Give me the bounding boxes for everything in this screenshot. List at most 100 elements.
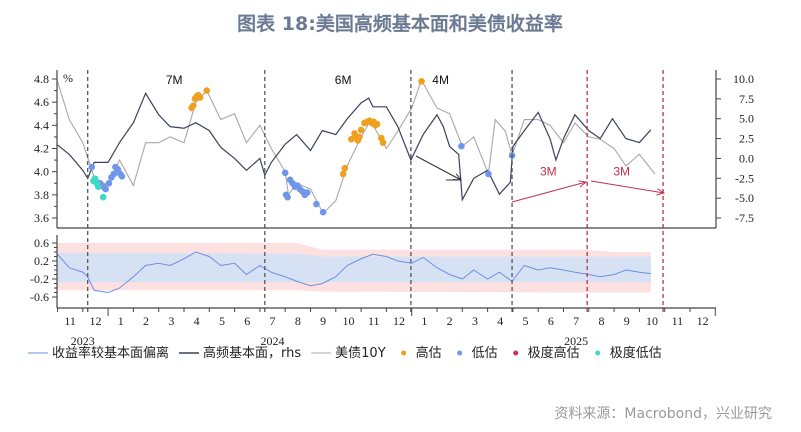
month-label: 4 [194, 314, 200, 328]
low-point [102, 185, 109, 193]
month-label: 9 [624, 314, 630, 328]
source-note: 资料来源：Macrobond，兴业研究 [554, 406, 772, 422]
deviation-line [57, 251, 651, 294]
period-label: 3M [613, 165, 630, 179]
right-tick-label: 0.0 [739, 151, 754, 165]
left-tick-label: 3.8 [34, 188, 49, 202]
legend-item: 高估 [401, 345, 442, 361]
high-point [356, 133, 363, 141]
forecast-arrow-down [590, 180, 664, 193]
low-point [281, 169, 289, 177]
legend-item: 极度高估 [513, 345, 580, 361]
legend-label: 低估 [472, 346, 498, 361]
month-label: 7 [573, 314, 579, 328]
legend-dot-swatch [513, 350, 519, 356]
year-label: 2023 [71, 334, 95, 348]
right-tick-label: -5.0 [735, 191, 754, 205]
low-point [485, 170, 492, 178]
bottom-tick-label: 0.6 [34, 236, 49, 250]
low-point [118, 173, 126, 180]
low-point [303, 189, 311, 196]
left-tick-label: 4.0 [34, 165, 49, 179]
high-point [339, 170, 347, 178]
month-label: 3 [472, 314, 478, 328]
low-point [284, 193, 291, 201]
month-label: 11 [64, 314, 76, 328]
month-label: 2 [447, 314, 453, 328]
month-label: 12 [393, 314, 405, 328]
axes: 3.6 3.8 4.0 4.2 4.4 4.6 4.8 % -7.5 -5.0 -2.5 0.0 2.5… [30, 70, 754, 348]
period-label: 7M [166, 73, 183, 87]
year-label: 2025 [564, 334, 588, 348]
yield-10y-line [56, 78, 656, 215]
low-point [88, 163, 96, 171]
high-point [373, 120, 381, 128]
left-tick-label: 4.8 [34, 72, 49, 86]
month-label: 11 [672, 314, 684, 328]
month-label: 3 [168, 314, 174, 328]
low-point [110, 170, 118, 178]
month-label: 6 [548, 314, 554, 328]
legend-item: 高频基本面，rhs [179, 345, 301, 361]
month-label: 10 [646, 314, 658, 328]
month-label: 9 [320, 314, 326, 328]
month-label: 8 [598, 314, 604, 328]
legend: 收益率较基本面偏离 高频基本面，rhs 美债10Y 高估 低估 极度高估 极度低估 [28, 345, 662, 361]
right-tick-label: 5.0 [739, 112, 754, 126]
legend-item: 低估 [457, 346, 498, 361]
left-tick-label: 3.6 [34, 211, 49, 225]
main-panel: 7M 6M 4M 3M 3M [56, 70, 665, 312]
month-label: 10 [342, 314, 354, 328]
legend-item: 极度低估 [595, 345, 662, 361]
month-label: 8 [295, 314, 301, 328]
legend-label: 美债10Y [335, 346, 386, 361]
month-label: 12 [697, 314, 709, 328]
inner-band [57, 252, 651, 283]
month-label: 4 [497, 314, 503, 328]
year-label: 2024 [261, 334, 285, 348]
right-tick-label: 2.5 [739, 132, 754, 146]
month-label: 5 [523, 314, 529, 328]
period-label: 6M [335, 73, 352, 87]
high-point [189, 102, 197, 109]
legend-item: 收益率较基本面偏离 [28, 345, 169, 361]
extreme-low-point [99, 193, 107, 201]
legend-dot-swatch [401, 350, 407, 356]
right-tick-label: -2.5 [735, 171, 754, 185]
legend-item: 美债10Y [311, 346, 386, 361]
low-point [313, 200, 320, 208]
legend-dot-swatch [457, 350, 463, 356]
high-point [341, 164, 349, 172]
month-label: 1 [118, 314, 124, 328]
legend-label: 高频基本面，rhs [203, 345, 301, 361]
bottom-tick-label: -0.2 [30, 272, 49, 286]
high-point [196, 94, 204, 101]
month-label: 1 [421, 314, 427, 328]
period-label: 4M [432, 73, 449, 87]
bottom-tick-label: 0.2 [34, 254, 49, 268]
deviation-panel [57, 243, 651, 294]
high-point [357, 126, 365, 134]
legend-label: 极度高估 [528, 345, 580, 361]
bottom-tick-label: -0.6 [30, 290, 49, 304]
high-point [203, 87, 211, 94]
left-tick-label: 4.4 [34, 118, 49, 132]
low-point [105, 179, 113, 187]
month-label: 2 [143, 314, 149, 328]
legend-label: 高估 [416, 345, 442, 361]
chart-title: 图表 18:美国高频基本面和美债收益率 [237, 12, 563, 35]
right-tick-label: 10.0 [733, 72, 754, 86]
fundamental-line [57, 91, 652, 202]
high-point [418, 78, 425, 85]
high-point [348, 135, 355, 143]
month-label: 5 [219, 314, 225, 328]
right-tick-label: 7.5 [739, 92, 754, 106]
trend-arrow [415, 155, 461, 180]
right-tick-label: -7.5 [735, 211, 754, 225]
forecast-arrow-up [511, 182, 586, 203]
period-label: 3M [540, 165, 557, 179]
legend-label: 收益率较基本面偏离 [52, 345, 169, 361]
extreme-low-point [95, 183, 102, 191]
legend-dot-swatch [595, 350, 601, 356]
